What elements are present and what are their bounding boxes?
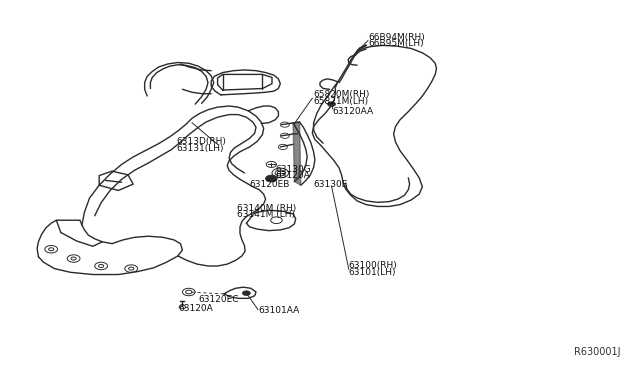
- Text: 63120A: 63120A: [275, 171, 310, 180]
- Text: 63130G: 63130G: [275, 165, 311, 174]
- Text: 63140M (RH): 63140M (RH): [237, 204, 296, 213]
- Text: 63120EC: 63120EC: [198, 295, 239, 304]
- Text: 65820M(RH): 65820M(RH): [314, 90, 370, 99]
- Text: 63141M (LH): 63141M (LH): [237, 210, 295, 219]
- Text: 63130E: 63130E: [314, 180, 348, 189]
- Text: 66B94M(RH): 66B94M(RH): [368, 33, 425, 42]
- Text: 65821M(LH): 65821M(LH): [314, 97, 369, 106]
- Circle shape: [266, 175, 277, 182]
- Text: 63120EB: 63120EB: [250, 180, 290, 189]
- Text: 63101(LH): 63101(LH): [349, 268, 396, 277]
- Circle shape: [328, 102, 335, 106]
- Text: 63120AA: 63120AA: [333, 107, 374, 116]
- Text: 6313D(RH): 6313D(RH): [176, 137, 226, 146]
- Text: 63131(LH): 63131(LH): [176, 144, 223, 153]
- Text: 63120A: 63120A: [178, 304, 212, 312]
- Text: 66B95M(LH): 66B95M(LH): [368, 39, 424, 48]
- Polygon shape: [293, 122, 301, 185]
- Text: R630001J: R630001J: [574, 347, 621, 357]
- Circle shape: [243, 291, 250, 295]
- Text: 63101AA: 63101AA: [258, 306, 299, 315]
- Text: 63100(RH): 63100(RH): [349, 262, 397, 270]
